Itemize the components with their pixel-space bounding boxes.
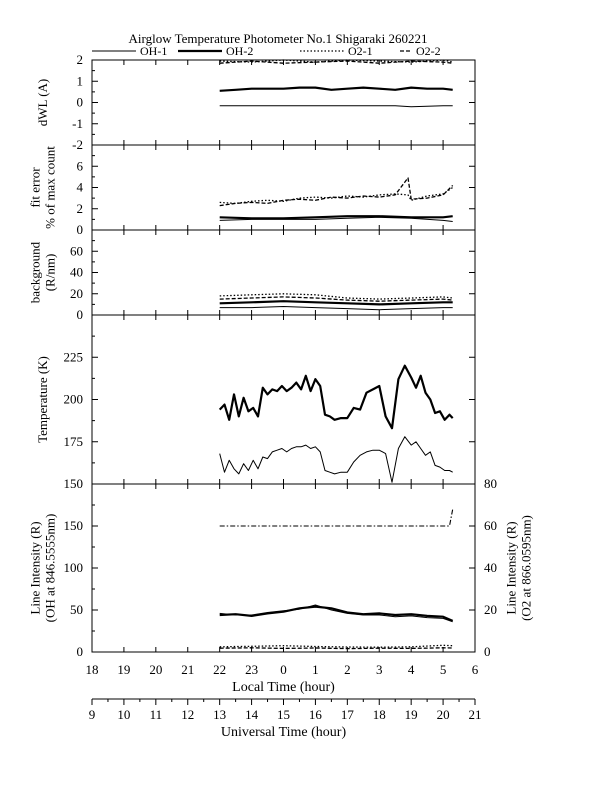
- series-fit-oh-1: [219, 215, 453, 220]
- series-bg-oh-1: [219, 300, 453, 306]
- xtick-ut-label: 10: [117, 707, 130, 722]
- panel-temp-ytick-label: 225: [64, 349, 84, 364]
- panel-dwl-ytick-label: -2: [72, 137, 83, 152]
- series-int-o2-2: [219, 647, 453, 650]
- panel-bg-ylabel: background: [28, 241, 43, 303]
- panel-dwl-ytick-label: -1: [72, 116, 83, 131]
- xtick-local-label: 4: [408, 662, 415, 677]
- xtick-local-label: 1: [312, 662, 319, 677]
- xtick-local-label: 0: [280, 662, 287, 677]
- panel-dwl-ylabel: dWL (A): [35, 79, 50, 127]
- xtick-ut-label: 17: [341, 707, 355, 722]
- panel-bg-ytick-label: 0: [77, 307, 84, 322]
- series-fit-o2-2: [219, 177, 454, 207]
- panel-int-ytick-label: 150: [64, 518, 84, 533]
- xtick-ut-label: 20: [437, 707, 450, 722]
- panel-int-ytick-right-label: 20: [484, 602, 497, 617]
- xtick-local-label: 21: [181, 662, 194, 677]
- panel-fit-ytick-label: 4: [77, 180, 84, 195]
- series-dwl-oh-1: [219, 86, 453, 92]
- panel-bg-ytick-label: 40: [70, 265, 83, 280]
- series-int-o2-1: [219, 644, 453, 648]
- panel-temp-ytick-label: 150: [64, 476, 84, 491]
- xtick-ut-label: 15: [277, 707, 290, 722]
- series-int-oh-2: [219, 604, 453, 623]
- panel-dwl-frame: [91, 59, 476, 146]
- xtick-ut-label: 18: [373, 707, 386, 722]
- xtick-ut-label: 14: [245, 707, 259, 722]
- panel-int-ylabel: Line Intensity (R): [28, 521, 43, 614]
- panel-int-ytick-right-label: 60: [484, 518, 497, 533]
- series-bg-oh-2: [219, 306, 453, 311]
- panel-temp-ytick-label: 175: [64, 434, 84, 449]
- panel-temp-frame: [91, 314, 476, 485]
- series-int-ref: [219, 509, 454, 527]
- xtick-ut-label: 11: [150, 707, 163, 722]
- x-axis-local-label: Local Time (hour): [232, 680, 335, 695]
- panel-fit-ylabel: fit error: [28, 167, 43, 208]
- series-fit-oh-2: [219, 216, 453, 222]
- series-bg-o2-1: [219, 293, 453, 300]
- series-temp-oh-2: [219, 436, 453, 483]
- xtick-local-label: 2: [344, 662, 351, 677]
- panel-int-ylabel: (OH at 846.5555nm): [43, 514, 58, 623]
- xtick-ut-label: 19: [405, 707, 418, 722]
- panel-temp-ytick-label: 200: [64, 392, 84, 407]
- panel-int-ylabel-right: Line Intensity (R): [504, 521, 519, 614]
- panel-int-ytick-right-label: 40: [484, 560, 497, 575]
- panel-int-ytick-right-label: 0: [484, 644, 491, 659]
- panel-int-ylabel-right: (O2 at 866.0595nm): [519, 515, 534, 621]
- panel-int-ytick-label: 0: [77, 644, 84, 659]
- panel-fit-ytick-label: 2: [77, 201, 84, 216]
- panel-dwl-ytick-label: 1: [77, 73, 84, 88]
- panel-bg-ytick-label: 20: [70, 286, 83, 301]
- panel-int-ytick-label: 50: [70, 602, 83, 617]
- panel-int-ytick-right-label: 80: [484, 476, 497, 491]
- xtick-ut-label: 13: [213, 707, 226, 722]
- legend-label-oh-1: OH-1: [140, 44, 167, 58]
- legend: OH-1 OH-2 O2-1 O2-2: [92, 44, 441, 58]
- xtick-local-label: 19: [117, 662, 130, 677]
- panel-temp: 150 175 200 225 Temperature (K): [35, 314, 476, 491]
- xtick-local-label: 3: [376, 662, 383, 677]
- xtick-local-label: 18: [86, 662, 99, 677]
- panel-bg-ylabel: (R/nm): [43, 254, 58, 292]
- xtick-local-label: 22: [213, 662, 226, 677]
- panel-dwl-ytick-label: 0: [77, 95, 84, 110]
- panel-dwl: -2 -1 0 1 2 dWL (A): [35, 52, 476, 152]
- xtick-ut-label: 9: [89, 707, 96, 722]
- series-dwl-oh-2: [219, 105, 453, 108]
- panel-fit-ytick-label: 0: [77, 222, 84, 237]
- panel-bg: 0 20 40 60 background (R/nm): [28, 229, 476, 322]
- panel-fit-ylabel: % of max count: [43, 146, 58, 229]
- panel-fit: 0 2 4 6 fit error% of max count: [28, 144, 476, 237]
- xtick-local-label: 20: [149, 662, 162, 677]
- plot-panels: -2 -1 0 1 2 dWL (A) 0 2 4 6 fit error% of max coun…: [28, 52, 534, 659]
- panel-fit-ytick-label: 6: [77, 158, 84, 173]
- series-bg-o2-2: [219, 296, 453, 302]
- panel-int-frame: [91, 483, 476, 653]
- series-dwl-o2-2: [219, 60, 453, 64]
- xtick-local-label: 5: [440, 662, 447, 677]
- panel-int-ytick-label: 100: [64, 560, 84, 575]
- legend-label-o2-1: O2-1: [348, 44, 373, 58]
- legend-label-o2-2: O2-2: [416, 44, 441, 58]
- xtick-ut-label: 12: [181, 707, 194, 722]
- chart-title: Airglow Temperature Photometer No.1 Shig…: [129, 31, 428, 46]
- series-temp-oh-1: [218, 364, 454, 430]
- legend-label-oh-2: OH-2: [226, 44, 253, 58]
- x-axis-ut-label: Universal Time (hour): [221, 725, 347, 740]
- series-int-oh-1: [219, 605, 454, 622]
- xtick-local-label: 23: [245, 662, 258, 677]
- xtick-local-label: 6: [472, 662, 479, 677]
- series-fit-o2-1: [219, 186, 454, 205]
- xtick-ut-label: 16: [309, 707, 323, 722]
- panel-bg-ytick-label: 60: [70, 243, 83, 258]
- panel-temp-ylabel: Temperature (K): [35, 356, 50, 443]
- panel-dwl-ytick-label: 2: [77, 52, 84, 67]
- xtick-ut-label: 21: [469, 707, 482, 722]
